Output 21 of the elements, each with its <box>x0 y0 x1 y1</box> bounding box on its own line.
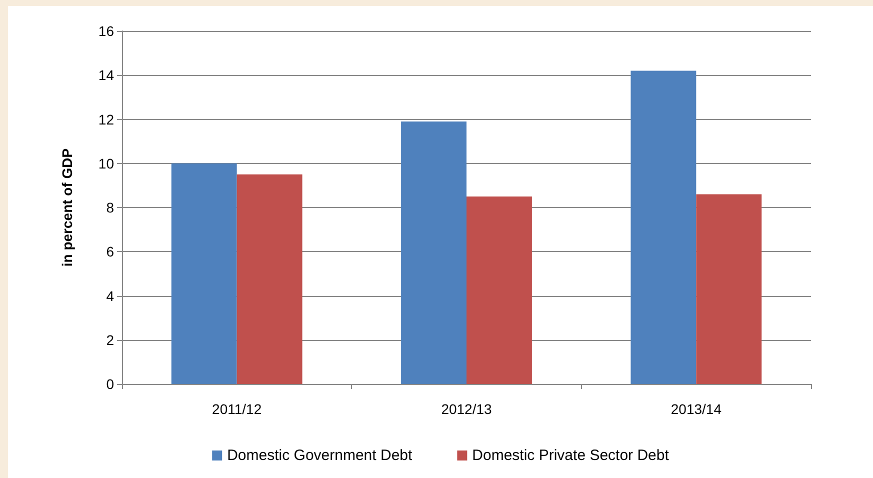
legend-label: Domestic Private Sector Debt <box>472 447 670 464</box>
bar <box>696 194 762 384</box>
bar <box>171 163 237 384</box>
y-tick-label: 4 <box>106 288 114 304</box>
y-tick-label: 2 <box>106 332 114 348</box>
y-tick-label: 0 <box>106 376 114 392</box>
bar <box>401 121 466 384</box>
y-axis-title: in percent of GDP <box>59 148 75 267</box>
x-tick-label: 2011/12 <box>212 401 262 417</box>
y-tick-label: 10 <box>98 155 114 172</box>
y-tick-label: 8 <box>106 200 114 216</box>
bar <box>466 196 532 384</box>
x-tick-label: 2012/13 <box>441 401 492 417</box>
bar <box>630 70 696 384</box>
y-tick-label: 12 <box>98 111 114 128</box>
y-tick-label: 14 <box>98 67 114 84</box>
x-tick-label: 2013/14 <box>670 401 722 417</box>
y-tick-label: 6 <box>106 244 114 260</box>
y-tick-label: 16 <box>98 23 114 39</box>
legend-label: Domestic Government Debt <box>227 447 413 464</box>
bar <box>236 174 302 384</box>
